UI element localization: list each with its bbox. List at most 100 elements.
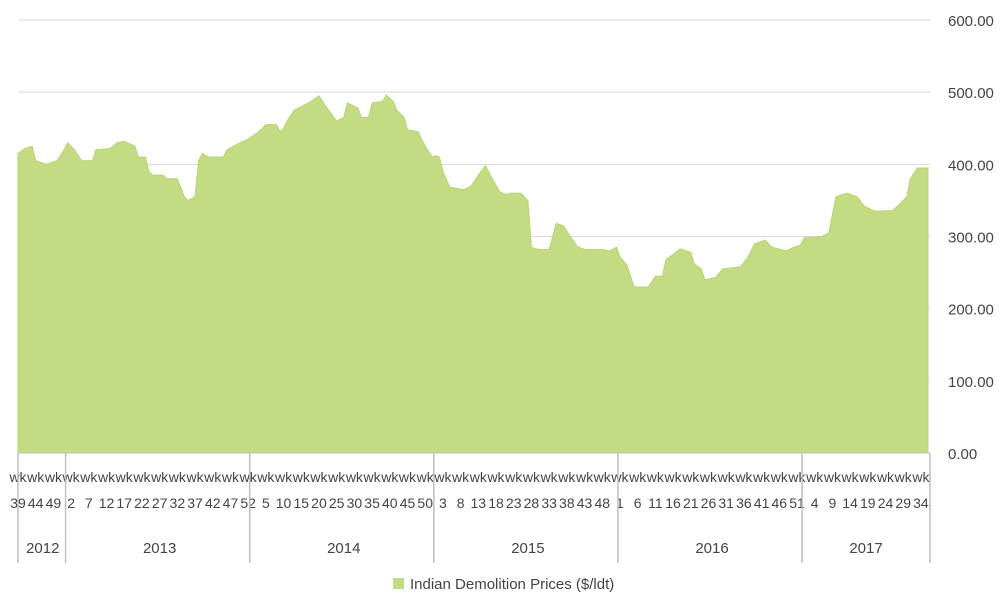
x-tick-prefix: wk	[646, 469, 665, 485]
x-tick-prefix: wk	[823, 469, 842, 485]
x-tick-prefix: wk	[62, 469, 81, 485]
x-tick-prefix: wk	[274, 469, 293, 485]
x-tick-prefix: wk	[327, 469, 346, 485]
y-tick-label: 300.00	[948, 230, 994, 247]
x-tick-prefix: wk	[876, 469, 895, 485]
legend-label: Indian Demolition Prices ($/ldt)	[410, 576, 614, 593]
legend: Indian Demolition Prices ($/ldt)	[393, 576, 614, 593]
x-tick-prefix: wk	[44, 469, 63, 485]
x-tick-prefix: wk	[911, 469, 930, 485]
area-series	[17, 94, 929, 454]
x-tick-prefix: wk	[97, 469, 116, 485]
x-tick-prefix: wk	[309, 469, 328, 485]
x-tick-week: 34	[913, 495, 929, 511]
x-tick-week: 45	[400, 495, 416, 511]
x-tick-week: 27	[152, 495, 168, 511]
x-tick-week: 17	[116, 495, 132, 511]
x-tick-prefix: wk	[787, 469, 806, 485]
x-tick-week: 37	[187, 495, 203, 511]
x-year-label: 2015	[511, 540, 544, 557]
x-tick-week: 2	[67, 495, 75, 511]
x-tick-week: 42	[205, 495, 221, 511]
x-tick-prefix: wk	[894, 469, 913, 485]
x-tick-prefix: wk	[380, 469, 399, 485]
x-tick-week: 24	[878, 495, 894, 511]
x-tick-prefix: wk	[805, 469, 824, 485]
x-tick-prefix: wk	[593, 469, 612, 485]
x-axis: wk39wk44wk492012wk2wk7wk12wk17wk22wk27wk…	[8, 452, 931, 563]
x-tick-week: 51	[789, 495, 805, 511]
x-tick-week: 30	[347, 495, 363, 511]
x-tick-week: 32	[170, 495, 186, 511]
x-tick-week: 44	[28, 495, 44, 511]
x-tick-week: 38	[559, 495, 575, 511]
x-year-label: 2012	[26, 540, 59, 557]
x-tick-week: 9	[828, 495, 836, 511]
x-year-label: 2016	[695, 540, 728, 557]
x-tick-week: 11	[648, 495, 663, 511]
x-tick-week: 10	[276, 495, 292, 511]
x-tick-prefix: wk	[770, 469, 789, 485]
x-tick-prefix: wk	[610, 469, 629, 485]
x-tick-week: 52	[240, 495, 256, 511]
x-tick-week: 35	[364, 495, 380, 511]
x-tick-week: 18	[488, 495, 504, 511]
x-tick-prefix: wk	[540, 469, 559, 485]
y-tick-label: 200.00	[948, 302, 994, 319]
legend-swatch	[393, 578, 404, 589]
x-tick-prefix: wk	[292, 469, 311, 485]
x-tick-prefix: wk	[416, 469, 435, 485]
x-tick-prefix: wk	[256, 469, 275, 485]
x-tick-prefix: wk	[221, 469, 240, 485]
x-tick-prefix: wk	[699, 469, 718, 485]
x-tick-week: 25	[329, 495, 345, 511]
x-tick-prefix: wk	[203, 469, 222, 485]
x-tick-prefix: wk	[522, 469, 541, 485]
x-year-label: 2017	[849, 540, 882, 557]
x-tick-week: 13	[471, 495, 487, 511]
x-tick-prefix: wk	[115, 469, 134, 485]
x-tick-prefix: wk	[363, 469, 382, 485]
x-tick-prefix: wk	[433, 469, 452, 485]
x-tick-week: 48	[594, 495, 610, 511]
x-tick-week: 22	[134, 495, 150, 511]
x-tick-week: 20	[311, 495, 327, 511]
x-tick-prefix: wk	[132, 469, 151, 485]
x-tick-prefix: wk	[345, 469, 364, 485]
x-tick-prefix: wk	[663, 469, 682, 485]
x-tick-week: 7	[85, 495, 93, 511]
y-tick-label: 400.00	[948, 157, 994, 174]
x-tick-prefix: wk	[79, 469, 98, 485]
x-tick-week: 15	[293, 495, 309, 511]
x-tick-prefix: wk	[752, 469, 771, 485]
y-tick-label: 100.00	[948, 374, 994, 391]
x-tick-prefix: wk	[504, 469, 523, 485]
x-tick-prefix: wk	[681, 469, 700, 485]
x-tick-week: 26	[701, 495, 717, 511]
x-tick-prefix: wk	[239, 469, 258, 485]
x-tick-week: 43	[577, 495, 593, 511]
x-tick-prefix: wk	[575, 469, 594, 485]
y-axis: 600.00 500.00 400.00 300.00 200.00 100.00 0.00	[948, 13, 994, 463]
x-tick-week: 28	[524, 495, 540, 511]
x-tick-week: 40	[382, 495, 398, 511]
x-tick-prefix: wk	[557, 469, 576, 485]
x-tick-prefix: wk	[469, 469, 488, 485]
x-tick-week: 4	[811, 495, 819, 511]
x-tick-week: 16	[665, 495, 681, 511]
x-tick-week: 12	[99, 495, 115, 511]
x-tick-prefix: wk	[486, 469, 505, 485]
x-tick-prefix: wk	[26, 469, 45, 485]
x-tick-week: 47	[223, 495, 239, 511]
x-year-label: 2014	[327, 540, 360, 557]
x-tick-prefix: wk	[734, 469, 753, 485]
x-tick-week: 31	[718, 495, 734, 511]
y-tick-label: 0.00	[948, 446, 977, 463]
x-tick-week: 49	[46, 495, 62, 511]
x-tick-prefix: wk	[858, 469, 877, 485]
x-tick-prefix: wk	[717, 469, 736, 485]
x-tick-prefix: wk	[841, 469, 860, 485]
x-tick-prefix: wk	[451, 469, 470, 485]
x-tick-week: 41	[754, 495, 770, 511]
